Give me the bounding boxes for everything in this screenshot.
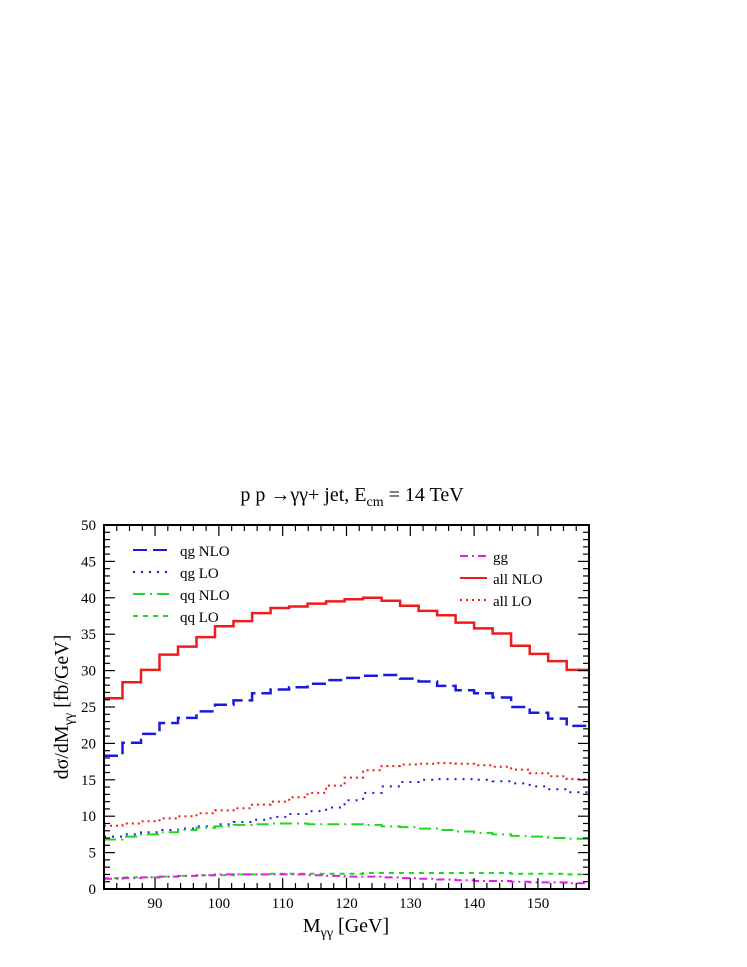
x-axis-title: Mγγ [GeV]	[303, 915, 389, 941]
y-axis-title-rest: [fb/GeV]	[51, 635, 73, 713]
y-tick-label: 25	[81, 700, 96, 716]
series-qg-lo	[104, 778, 589, 838]
y-tick-label: 15	[81, 773, 96, 789]
chart-title-main: p p →γγ+ jet, E	[240, 484, 366, 506]
y-tick-label: 20	[81, 736, 96, 752]
series-qg-nlo	[104, 673, 589, 758]
y-tick-label: 35	[81, 627, 96, 643]
y-tick-label: 40	[81, 591, 96, 607]
x-tick-label: 150	[527, 896, 550, 912]
y-axis-title-main: dσ/dM	[51, 725, 73, 779]
plot-frame	[103, 524, 590, 890]
series-gg	[104, 873, 589, 885]
y-axis-title: dσ/dMγγ [fb/GeV]	[51, 635, 77, 780]
chart-title: p p →γγ+ jet, Ecm = 14 TeV	[240, 484, 464, 510]
legend-label-qq-nlo: qq NLO	[180, 588, 230, 604]
legend-label-qg-nlo: qg NLO	[180, 544, 230, 560]
chart-title-rest: = 14 TeV	[384, 484, 465, 506]
y-axis-title-sub: γγ	[62, 713, 77, 726]
y-tick-label: 50	[81, 518, 96, 534]
ticks-layer: 90 100 110 120 130 140 150 0 5 10 15 20 25 30 35 40 45 50	[81, 518, 590, 912]
series-qq-lo	[104, 872, 589, 880]
x-tick-label: 120	[335, 896, 358, 912]
x-axis-title-main: M	[303, 915, 321, 937]
x-tick-label: 130	[399, 896, 422, 912]
series-all-lo	[104, 762, 589, 827]
legend-label-qq-lo: qq LO	[180, 610, 219, 626]
y-tick-label: 5	[89, 846, 97, 862]
x-axis-title-rest: [GeV]	[333, 915, 389, 937]
y-tick-label: 45	[81, 554, 96, 570]
legend-label-qg-lo: qg LO	[180, 566, 219, 582]
chart-title-sub: cm	[367, 495, 384, 510]
legend-label-all-lo: all LO	[493, 594, 532, 610]
legend: qg NLO qg LO qq NLO qq LO gg all NLO all LO	[133, 544, 543, 626]
series-qq-nlo	[104, 822, 589, 841]
legend-label-gg: gg	[493, 550, 509, 566]
y-tick-label: 30	[81, 664, 96, 680]
y-tick-label: 0	[89, 882, 97, 898]
x-tick-label: 100	[208, 896, 231, 912]
x-axis-title-sub: γγ	[320, 926, 333, 941]
x-tick-label: 90	[148, 896, 163, 912]
x-tick-label: 110	[272, 896, 294, 912]
x-tick-label: 140	[463, 896, 486, 912]
series-all-nlo	[104, 596, 589, 700]
series-layer	[104, 596, 589, 885]
legend-label-all-nlo: all NLO	[493, 572, 543, 588]
y-tick-label: 10	[81, 809, 96, 825]
